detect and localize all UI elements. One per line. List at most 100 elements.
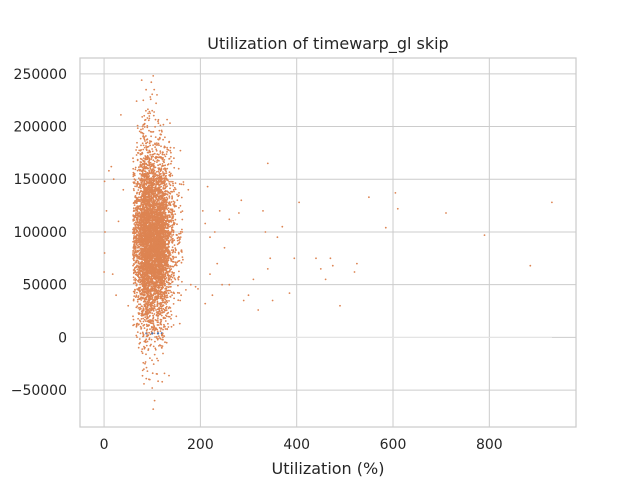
scatter-point	[161, 380, 164, 383]
scatter-point	[143, 137, 145, 140]
scatter-point	[141, 142, 144, 145]
scatter-point	[150, 140, 153, 143]
scatter-point	[155, 284, 158, 287]
scatter-point	[137, 323, 140, 326]
scatter-point	[144, 170, 147, 173]
scatter-point	[155, 142, 158, 145]
scatter-point	[165, 280, 168, 282]
scatter-point	[148, 157, 151, 160]
scatter-point	[160, 183, 163, 185]
scatter-point	[157, 142, 160, 145]
scatter-point	[176, 193, 178, 196]
scatter-point	[162, 273, 165, 276]
scatter-point	[137, 237, 140, 240]
scatter-point	[155, 148, 158, 151]
scatter-point	[168, 197, 171, 199]
scatter-point	[171, 276, 174, 279]
scatter-point	[159, 152, 162, 154]
scatter-point	[139, 325, 142, 328]
scatter-point	[157, 118, 160, 121]
scatter-point	[150, 304, 153, 307]
scatter-point	[166, 315, 168, 318]
scatter-point	[152, 307, 155, 310]
scatter-point	[167, 220, 170, 223]
scatter-point	[171, 256, 174, 258]
scatter-point	[141, 193, 143, 195]
scatter-point	[170, 310, 172, 313]
scatter-point	[172, 233, 175, 236]
scatter-point	[166, 296, 169, 299]
scatter-point	[140, 201, 143, 204]
scatter-point	[161, 332, 164, 335]
scatter-point	[147, 108, 149, 111]
scatter-point	[148, 117, 151, 120]
scatter-point	[137, 260, 140, 263]
scatter-point	[151, 297, 154, 300]
scatter-point	[149, 344, 152, 347]
scatter-point	[140, 211, 143, 214]
scatter-point	[168, 210, 171, 213]
scatter-point	[166, 251, 169, 254]
scatter-point	[145, 176, 148, 179]
scatter-point	[169, 146, 172, 149]
scatter-point	[150, 308, 153, 311]
scatter-point	[152, 314, 155, 317]
scatter-point	[170, 317, 172, 320]
scatter-point	[170, 273, 173, 276]
scatter-point	[174, 261, 177, 264]
scatter-point	[135, 271, 138, 274]
scatter-point	[143, 383, 145, 385]
scatter-point	[152, 130, 155, 133]
scatter-point	[144, 199, 147, 202]
scatter-point	[166, 249, 169, 252]
scatter-point	[154, 228, 157, 231]
scatter-point	[168, 374, 170, 377]
scatter-point	[166, 328, 169, 331]
scatter-point	[136, 268, 139, 271]
scatter-point	[143, 123, 146, 126]
scatter-point	[156, 300, 159, 303]
scatter-point	[165, 172, 168, 175]
scatter-point	[164, 309, 167, 312]
scatter-point	[165, 239, 168, 242]
scatter-point	[150, 135, 153, 138]
scatter-point	[154, 282, 157, 285]
scatter-point	[132, 160, 135, 163]
scatter-point	[154, 118, 157, 121]
scatter-point	[170, 162, 172, 165]
scatter-point	[136, 300, 139, 303]
scatter-point	[156, 156, 159, 159]
scatter-point	[161, 151, 164, 154]
scatter-point	[157, 289, 160, 292]
scatter-point	[145, 142, 148, 145]
scatter-point	[146, 315, 149, 318]
scatter-point	[155, 311, 158, 313]
scatter-point	[157, 164, 160, 167]
scatter-point	[157, 237, 159, 240]
scatter-point	[147, 195, 150, 198]
scatter-point	[133, 174, 136, 177]
scatter-point	[173, 147, 175, 149]
scatter-point	[151, 312, 154, 315]
scatter-point	[136, 169, 139, 172]
scatter-point	[145, 222, 148, 224]
scatter-point	[160, 175, 163, 178]
scatter-point	[145, 162, 148, 165]
scatter-point	[143, 114, 146, 117]
scatter-point	[140, 265, 142, 268]
scatter-point	[170, 151, 172, 154]
scatter-point	[153, 307, 156, 310]
scatter-point	[153, 297, 156, 299]
scatter-point	[167, 326, 170, 328]
scatter-point	[148, 129, 150, 132]
scatter-point	[142, 183, 145, 186]
scatter-point	[149, 297, 152, 300]
scatter-point	[146, 310, 149, 312]
scatter-point	[137, 307, 140, 309]
scatter-point	[162, 160, 165, 163]
scatter-point	[144, 316, 147, 319]
scatter-point	[173, 272, 176, 274]
scatter-point	[138, 215, 141, 218]
scatter-point	[168, 216, 171, 219]
scatter-point	[152, 316, 155, 319]
